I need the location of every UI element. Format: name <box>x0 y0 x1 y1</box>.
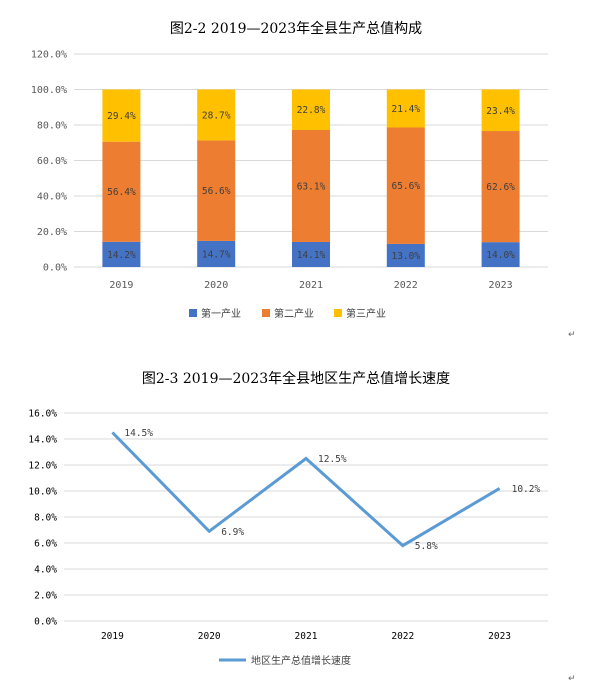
y-tick-label: 14.0% <box>28 435 57 446</box>
bar-segment <box>481 242 520 267</box>
y-tick-label: 120.0% <box>31 50 67 61</box>
data-label: 23.4% <box>486 106 515 117</box>
data-label: 56.6% <box>202 186 231 197</box>
y-tick-label: 80.0% <box>37 121 67 132</box>
y-tick-label: 8.0% <box>34 513 57 524</box>
y-tick-label: 100.0% <box>31 85 67 96</box>
bar-segment <box>197 89 236 141</box>
data-label: 14.2% <box>107 250 136 261</box>
bar-segment <box>481 89 520 132</box>
bar-segment <box>197 140 236 241</box>
bar-segment <box>197 240 236 267</box>
legend-swatch <box>334 309 342 317</box>
y-tick-label: 0.0% <box>43 263 67 274</box>
data-label: 12.5% <box>318 454 347 465</box>
x-tick-label: 2022 <box>391 631 414 642</box>
paragraph-mark: ↵ <box>568 330 576 340</box>
x-tick-label: 2023 <box>488 631 511 642</box>
data-label: 56.4% <box>107 187 136 198</box>
data-label: 14.1% <box>297 250 326 261</box>
legend-label: 第三产业 <box>346 307 386 320</box>
chart2-title: 图2-3 2019—2023年全县地区生产总值增长速度 <box>141 371 451 387</box>
data-label: 21.4% <box>391 104 420 115</box>
bar-segment <box>102 241 141 267</box>
data-label: 14.0% <box>486 250 515 261</box>
legend-label: 第一产业 <box>201 307 241 320</box>
bar-segment <box>481 131 520 243</box>
data-label: 63.1% <box>297 181 326 192</box>
data-label: 28.7% <box>202 110 231 121</box>
data-label: 5.8% <box>415 541 438 552</box>
y-tick-label: 6.0% <box>34 539 57 550</box>
x-tick-label: 2020 <box>204 280 228 291</box>
data-label: 22.8% <box>297 105 326 116</box>
x-tick-label: 2020 <box>198 631 221 642</box>
bar-segment <box>292 129 330 242</box>
series-line <box>111 431 501 548</box>
y-tick-label: 10.0% <box>28 487 57 498</box>
bar-segment <box>102 89 141 142</box>
data-label: 10.2% <box>512 484 541 495</box>
y-tick-label: 20.0% <box>37 227 67 238</box>
y-tick-label: 60.0% <box>37 156 67 167</box>
bar-segment <box>292 89 330 130</box>
legend-swatch <box>262 309 270 317</box>
data-label: 13.0% <box>391 251 420 262</box>
legend-swatch <box>189 309 197 317</box>
bar-segment <box>292 241 330 267</box>
paragraph-mark: ↵ <box>568 674 576 684</box>
x-tick-label: 2019 <box>101 631 124 642</box>
data-label: 14.7% <box>202 249 231 260</box>
x-tick-label: 2023 <box>489 280 513 291</box>
y-tick-label: 16.0% <box>28 409 57 420</box>
data-label: 14.5% <box>124 428 153 439</box>
y-tick-label: 0.0% <box>34 617 57 628</box>
chart1-title: 图2-2 2019—2023年全县生产总值构成 <box>169 21 423 37</box>
x-tick-label: 2019 <box>109 280 133 291</box>
y-tick-label: 4.0% <box>34 565 57 576</box>
legend-label: 地区生产总值增长速度 <box>251 654 351 667</box>
data-label: 6.9% <box>221 527 244 538</box>
x-tick-label: 2021 <box>299 280 323 291</box>
data-label: 62.6% <box>486 182 515 193</box>
bar-segment <box>386 127 425 244</box>
y-tick-label: 2.0% <box>34 591 57 602</box>
y-tick-label: 40.0% <box>37 192 67 203</box>
stacked-bar-chart: 0.0% 20.0% 40.0% 60.0% 80.0% 100.0% 120.0% 14.2… <box>31 50 548 320</box>
legend-label: 第二产业 <box>274 307 314 320</box>
bar-segment <box>102 141 141 242</box>
data-label: 29.4% <box>107 111 136 122</box>
bar-segment <box>386 89 425 128</box>
x-tick-label: 2021 <box>295 631 318 642</box>
data-label: 65.6% <box>391 181 420 192</box>
y-tick-label: 12.0% <box>28 461 57 472</box>
bar-segment <box>386 243 425 267</box>
x-tick-label: 2022 <box>394 280 418 291</box>
